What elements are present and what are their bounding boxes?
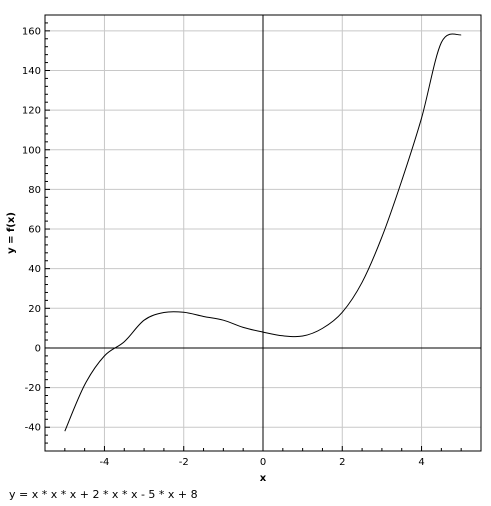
y-tick-label: 20 — [28, 304, 41, 315]
y-tick-labels: -40 -20 0 20 40 60 80 100 120 140 160 — [22, 26, 41, 433]
x-tick-label: -2 — [179, 457, 189, 468]
x-tick-labels: -4 -2 0 2 4 — [99, 457, 424, 468]
y-tick-label: 100 — [22, 145, 41, 156]
x-tick-label: 4 — [418, 457, 424, 468]
minor-ticks — [44, 14, 482, 452]
y-tick-label: -20 — [25, 383, 41, 394]
y-tick-label: 0 — [35, 343, 41, 354]
x-tick-label: 0 — [260, 457, 266, 468]
series-curve — [64, 33, 462, 432]
y-tick-label: 40 — [28, 264, 41, 275]
y-tick-label: 80 — [28, 185, 41, 196]
y-axis-title: y = f(x) — [6, 212, 17, 254]
x-tick-label: 2 — [339, 457, 345, 468]
y-tick-label: -40 — [25, 423, 41, 434]
zero-axes — [45, 15, 481, 451]
y-tick-label: 160 — [22, 26, 41, 37]
x-tick-label: -4 — [99, 457, 109, 468]
y-tick-label: 140 — [22, 66, 41, 77]
formula-caption: y = x * x * x + 2 * x * x - 5 * x + 8 — [9, 488, 198, 501]
y-tick-label: 120 — [22, 106, 41, 117]
y-tick-label: 60 — [28, 225, 41, 236]
x-axis-title: x — [260, 473, 267, 484]
